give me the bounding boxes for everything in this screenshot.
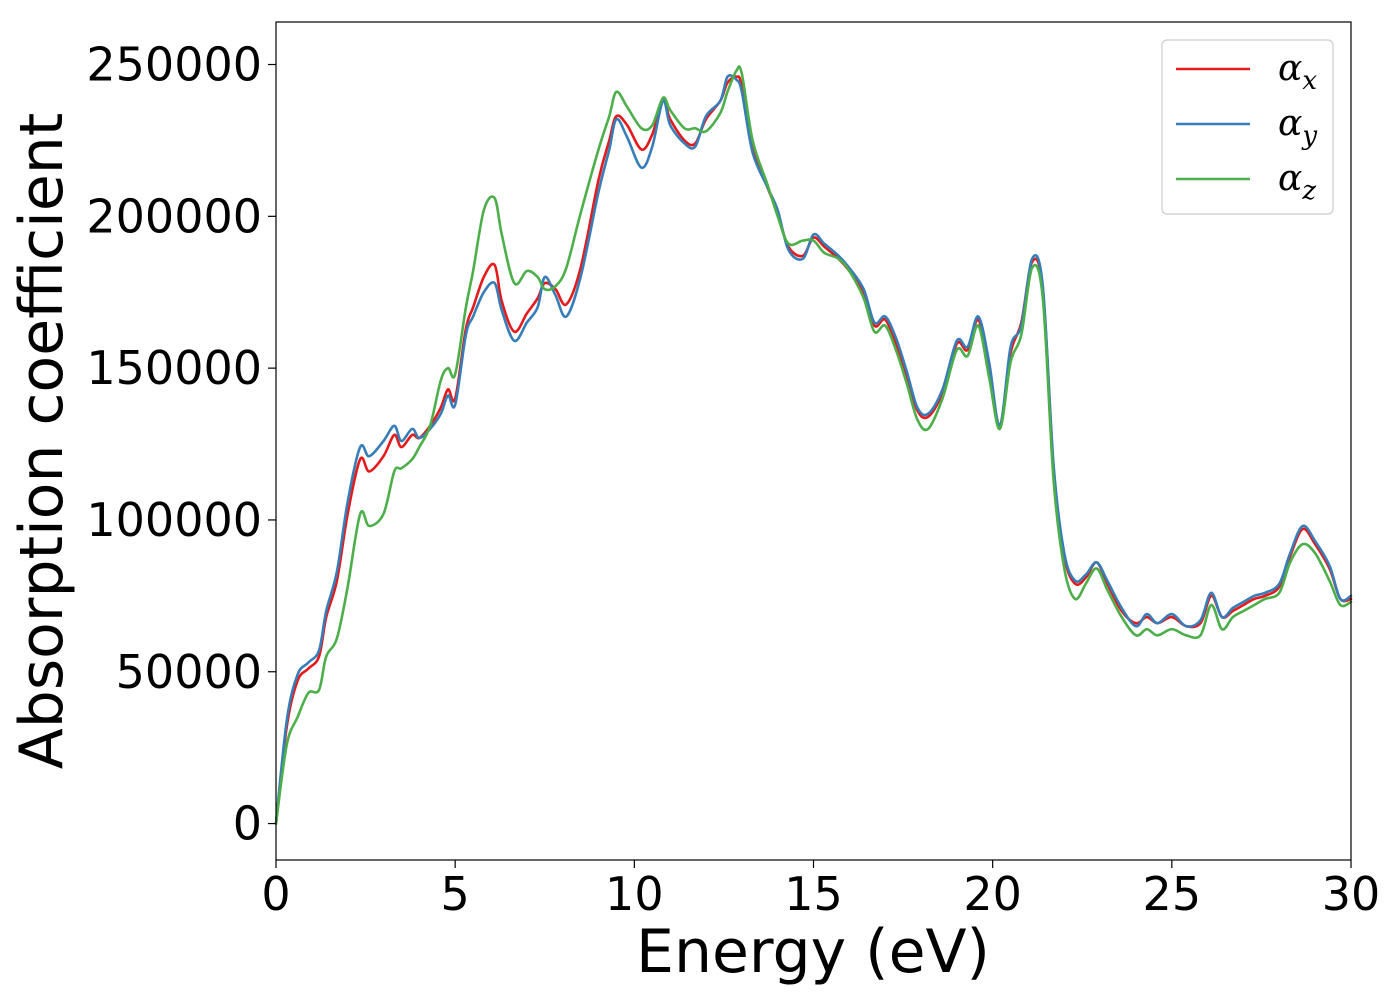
legend-label-x: αx: [1278, 48, 1317, 96]
x-tick-label: 30: [1322, 867, 1381, 921]
x-tick-label: 5: [441, 867, 470, 921]
x-tick-label: 25: [1143, 867, 1202, 921]
x-axis: 0 5 10 15 20 25 30: [261, 860, 1380, 921]
x-tick-label: 0: [261, 867, 290, 921]
y-tick-label: 200000: [86, 189, 262, 243]
y-tick-label: 50000: [116, 645, 262, 699]
series-layer: [274, 65, 1353, 825]
series-line-z: [274, 65, 1353, 825]
series-line-y: [274, 74, 1353, 825]
legend: αx αy αz: [1161, 39, 1334, 215]
y-tick-label: 100000: [86, 493, 262, 547]
legend-frame: [1161, 39, 1334, 215]
y-tick-label: 250000: [86, 38, 262, 92]
x-axis-label: Energy (eV): [636, 917, 990, 987]
legend-label-z: αz: [1278, 158, 1316, 206]
y-tick-label: 0: [233, 797, 262, 851]
legend-label-y: αy: [1278, 103, 1317, 151]
y-tick-label: 150000: [86, 341, 262, 395]
y-axis: 0 50000 100000 150000 200000 250000: [86, 38, 276, 851]
x-tick-label: 15: [784, 867, 843, 921]
y-axis-label: Absorption coefficient: [7, 113, 77, 770]
x-tick-label: 20: [963, 867, 1022, 921]
x-tick-label: 10: [605, 867, 664, 921]
